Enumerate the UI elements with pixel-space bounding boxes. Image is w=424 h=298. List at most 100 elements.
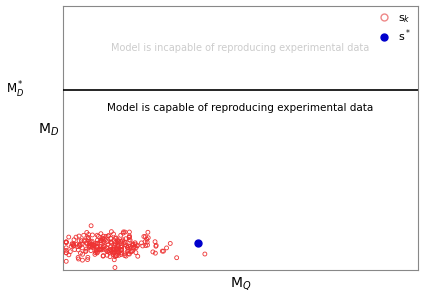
Point — [79, 258, 86, 263]
Point — [126, 238, 133, 242]
Point — [103, 249, 110, 254]
Point — [82, 249, 89, 254]
Point — [124, 249, 131, 254]
Point — [118, 247, 125, 252]
Point — [101, 236, 108, 241]
Point — [112, 243, 118, 248]
Point — [153, 243, 159, 248]
Point — [163, 246, 170, 250]
Point — [142, 243, 149, 248]
Point — [138, 240, 145, 245]
Point — [118, 251, 125, 255]
Point — [113, 235, 120, 240]
Point — [117, 239, 124, 244]
Point — [71, 247, 78, 252]
Point — [152, 251, 159, 256]
Point — [130, 242, 137, 247]
Point — [104, 253, 111, 257]
Point — [85, 237, 92, 242]
Point — [84, 255, 91, 260]
Y-axis label: M$_D$: M$_D$ — [38, 121, 59, 138]
Point — [106, 250, 113, 255]
Point — [100, 245, 106, 250]
Point — [75, 257, 82, 261]
Point — [100, 244, 107, 249]
Point — [94, 233, 100, 238]
Point — [89, 244, 95, 249]
Point — [120, 229, 127, 234]
Point — [117, 245, 124, 249]
Point — [107, 244, 114, 249]
Point — [68, 244, 75, 249]
Point — [118, 252, 125, 257]
Point — [77, 251, 84, 255]
Point — [81, 238, 88, 243]
Point — [117, 233, 124, 238]
Point — [81, 239, 88, 244]
Point — [87, 245, 94, 249]
Point — [76, 244, 83, 249]
Point — [67, 249, 74, 254]
Point — [116, 250, 123, 255]
Point — [114, 249, 120, 254]
Point — [75, 244, 81, 249]
Point — [145, 230, 151, 235]
Point — [113, 253, 120, 258]
Point — [97, 240, 104, 245]
Point — [125, 251, 132, 256]
Point — [100, 254, 106, 259]
Point — [84, 241, 90, 246]
Point — [126, 233, 133, 238]
Point — [63, 251, 70, 255]
Point — [167, 241, 174, 246]
Point — [112, 242, 119, 246]
Point — [63, 259, 70, 264]
Point — [126, 252, 133, 257]
Point — [100, 247, 106, 252]
Point — [107, 240, 114, 245]
Point — [126, 235, 133, 240]
Point — [88, 242, 95, 247]
Point — [129, 248, 136, 253]
Point — [120, 231, 126, 235]
Point — [85, 232, 92, 237]
Point — [125, 247, 132, 252]
Point — [86, 240, 93, 244]
Point — [100, 239, 106, 243]
Point — [104, 239, 111, 244]
Point — [94, 250, 101, 254]
Point — [116, 249, 123, 253]
Point — [124, 245, 131, 250]
Point — [132, 242, 139, 246]
Point — [101, 239, 108, 244]
Point — [63, 250, 70, 255]
Point — [92, 248, 99, 253]
Point — [121, 240, 128, 244]
Point — [123, 243, 130, 248]
Point — [110, 232, 117, 236]
X-axis label: M$_Q$: M$_Q$ — [230, 275, 251, 292]
Point — [107, 248, 114, 252]
Point — [108, 249, 115, 254]
Point — [118, 247, 125, 252]
Point — [128, 249, 135, 254]
Point — [98, 238, 105, 243]
Point — [122, 242, 128, 247]
Point — [118, 244, 125, 249]
Point — [108, 248, 114, 252]
Point — [134, 243, 141, 248]
Point — [119, 244, 126, 249]
Point — [89, 245, 96, 249]
Point — [94, 244, 101, 249]
Point — [108, 241, 115, 246]
Point — [96, 247, 103, 252]
Point — [84, 230, 90, 235]
Point — [159, 249, 166, 254]
Point — [103, 234, 109, 239]
Point — [119, 239, 126, 243]
Point — [88, 224, 95, 228]
Point — [92, 243, 98, 247]
Point — [142, 234, 149, 239]
Point — [95, 234, 102, 239]
Point — [112, 265, 118, 270]
